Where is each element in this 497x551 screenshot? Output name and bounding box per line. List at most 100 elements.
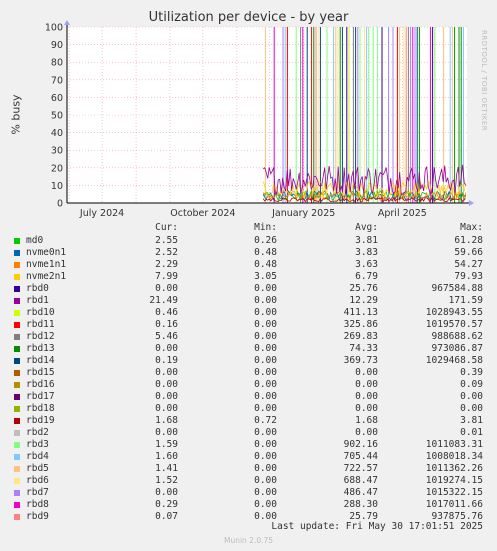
legend-cur: 1.52	[155, 475, 178, 487]
legend-row-nvme0n1: nvme0n1 2.52 0.48 3.83 59.66	[0, 247, 497, 259]
legend-swatch	[14, 346, 20, 353]
legend-swatch	[14, 430, 20, 437]
legend-swatch	[14, 262, 20, 269]
last-update: Last update: Fri May 30 17:01:51 2025	[271, 521, 483, 532]
legend-avg: 705.44	[343, 451, 378, 463]
legend-max: 1017011.66	[425, 499, 483, 511]
legend-cur: 0.46	[155, 307, 178, 319]
legend-min: 0.00	[254, 295, 277, 307]
series-rbd1	[262, 164, 467, 195]
legend-name: rbd12	[26, 331, 55, 343]
legend-row-rbd7: rbd7 0.00 0.00 486.47 1015322.15	[0, 487, 497, 499]
y-tick-label: 90	[51, 40, 63, 51]
legend-max: 54.27	[454, 259, 483, 271]
legend-avg: 486.47	[343, 487, 378, 499]
legend-row-rbd17: rbd17 0.00 0.00 0.00 0.00	[0, 391, 497, 403]
legend-min: 0.00	[254, 367, 277, 379]
legend-max: 937875.76	[431, 511, 483, 523]
legend-avg: 288.30	[343, 499, 378, 511]
y-tick-label: 0	[57, 199, 63, 210]
data-area	[264, 27, 464, 203]
legend-row-rbd2: rbd2 0.00 0.00 0.00 0.01	[0, 427, 497, 439]
legend-avg: 12.29	[349, 295, 378, 307]
legend-min: 0.48	[254, 259, 277, 271]
legend-name: rbd1	[26, 295, 49, 307]
legend-swatch	[14, 286, 20, 293]
legend-max: 1019274.15	[425, 475, 483, 487]
legend-row-rbd15: rbd15 0.00 0.00 0.00 0.39	[0, 367, 497, 379]
legend-name: rbd4	[26, 451, 49, 463]
munin-version: Munin 2.0.75	[223, 536, 274, 545]
legend-max: 988688.62	[431, 331, 483, 343]
legend-cur: 0.00	[155, 391, 178, 403]
legend-cur: 0.07	[155, 511, 178, 523]
legend-row-rbd6: rbd6 1.52 0.00 688.47 1019274.15	[0, 475, 497, 487]
legend-cur: 1.60	[155, 451, 178, 463]
x-tick-label: April 2025	[378, 208, 427, 219]
col-cur: Cur:	[155, 222, 178, 233]
legend-swatch	[14, 454, 20, 461]
legend-header: Cur: Min: Avg: Max:	[0, 222, 497, 234]
legend-name: rbd18	[26, 403, 55, 415]
legend-row-rbd1: rbd1 21.49 0.00 12.29 171.59	[0, 295, 497, 307]
legend-min: 0.72	[254, 415, 277, 427]
legend-max: 0.01	[460, 427, 483, 439]
legend-name: rbd11	[26, 319, 55, 331]
legend-avg: 411.13	[343, 307, 378, 319]
legend-avg: 0.00	[355, 391, 378, 403]
legend-avg: 325.86	[343, 319, 378, 331]
legend-name: rbd13	[26, 343, 55, 355]
legend-cur: 5.46	[155, 331, 178, 343]
y-axis-arrow	[64, 20, 70, 25]
legend-cur: 21.49	[149, 295, 178, 307]
legend-swatch	[14, 382, 20, 389]
legend-swatch	[14, 322, 20, 329]
legend-name: rbd2	[26, 427, 49, 439]
legend-name: rbd14	[26, 355, 55, 367]
legend-swatch	[14, 478, 20, 485]
legend-cur: 2.29	[155, 259, 178, 271]
legend-avg: 0.00	[355, 427, 378, 439]
legend-row-rbd13: rbd13 0.00 0.00 74.33 973086.87	[0, 343, 497, 355]
legend-swatch	[14, 442, 20, 449]
legend-name: nvme1n1	[26, 259, 67, 271]
legend-max: 967584.88	[431, 283, 483, 295]
y-tick-label: 60	[51, 93, 63, 104]
legend-min: 0.00	[254, 511, 277, 523]
legend-avg: 6.79	[355, 271, 378, 283]
legend-min: 0.00	[254, 463, 277, 475]
legend-avg: 3.81	[355, 235, 378, 246]
legend-row-rbd0: rbd0 0.00 0.00 25.76 967584.88	[0, 283, 497, 295]
legend-min: 3.05	[254, 271, 277, 283]
x-tick-label: October 2024	[170, 208, 235, 219]
chart-title: Utilization per device - by year	[148, 10, 349, 25]
legend-name: rbd19	[26, 415, 55, 427]
series-lines	[262, 164, 467, 203]
legend-cur: 0.00	[155, 427, 178, 439]
legend-min: 0.00	[254, 403, 277, 415]
legend-row-rbd16: rbd16 0.00 0.00 0.00 0.09	[0, 379, 497, 391]
legend-max: 0.09	[460, 379, 483, 391]
legend-name: rbd5	[26, 463, 49, 475]
legend-cur: 0.00	[155, 487, 178, 499]
legend-max: 973086.87	[431, 343, 483, 355]
legend-swatch	[14, 370, 20, 377]
legend-cur: 0.29	[155, 499, 178, 511]
legend-min: 0.48	[254, 247, 277, 259]
legend-avg: 369.73	[343, 355, 378, 367]
legend-swatch	[14, 274, 20, 281]
legend-row-rbd5: rbd5 1.41 0.00 722.57 1011362.26	[0, 463, 497, 475]
legend-cur: 0.00	[155, 343, 178, 355]
legend-cur: 1.41	[155, 463, 178, 475]
legend-min: 0.00	[254, 283, 277, 295]
legend-name: rbd7	[26, 487, 49, 499]
legend-row-rbd9: rbd9 0.07 0.00 25.79 937875.76	[0, 511, 497, 523]
legend-row-rbd4: rbd4 1.60 0.00 705.44 1008018.34	[0, 451, 497, 463]
legend-avg: 722.57	[343, 463, 378, 475]
legend-name: md0	[26, 235, 44, 246]
legend-max: 0.39	[460, 367, 483, 379]
legend-avg: 269.83	[343, 331, 378, 343]
legend-row-nvme1n1: nvme1n1 2.29 0.48 3.63 54.27	[0, 259, 497, 271]
legend-name: rbd6	[26, 475, 49, 487]
chart: 0 10 20 30 40 50 60 70 80 90 100 July 2024 October 2…	[45, 20, 474, 219]
